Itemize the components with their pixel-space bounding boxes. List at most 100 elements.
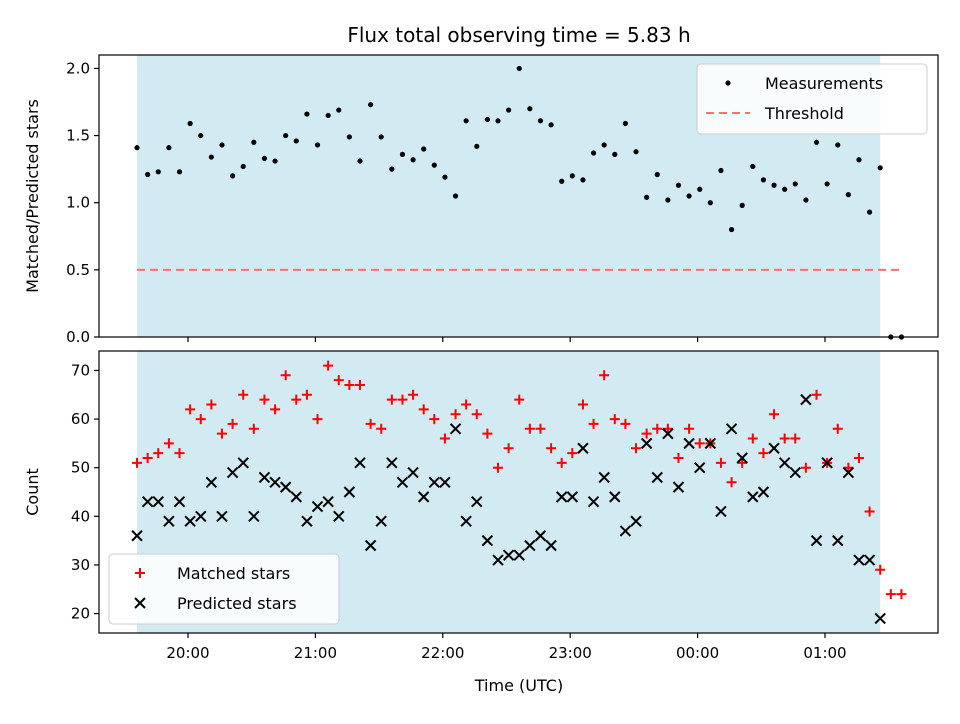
predicted-point — [725, 423, 738, 435]
measurement-point — [325, 112, 331, 119]
predicted-point — [598, 471, 610, 484]
matched-point — [853, 452, 864, 463]
predicted-point — [343, 486, 356, 498]
matched-point — [535, 423, 546, 434]
measurement-point — [155, 169, 161, 175]
predicted-point — [694, 461, 706, 474]
matched-point — [153, 448, 164, 459]
y-tick-label: 20 — [71, 605, 90, 623]
predicted-point — [226, 466, 239, 479]
measurement-point — [516, 65, 522, 72]
matched-point — [227, 418, 238, 429]
predicted-point — [248, 510, 260, 523]
measurement-point — [251, 139, 257, 145]
predicted-point — [354, 457, 366, 469]
predicted-point — [396, 476, 409, 488]
predicted-point — [630, 515, 642, 527]
measurement-point — [803, 197, 809, 203]
y-tick-label: 1.5 — [66, 127, 90, 145]
measurement-point — [463, 118, 469, 124]
measurement-point — [452, 193, 459, 199]
predicted-point — [577, 442, 589, 454]
matched-point — [567, 448, 578, 459]
y-tick-label: 30 — [71, 556, 90, 574]
measurement-point — [283, 132, 289, 139]
measurement-point — [537, 118, 544, 124]
measurement-point — [378, 134, 384, 140]
measurement-point — [739, 202, 745, 208]
predicted-point — [163, 515, 175, 527]
matched-point — [811, 389, 822, 400]
predicted-point — [545, 539, 557, 552]
measurement-point — [506, 107, 512, 113]
matched-point — [641, 428, 652, 439]
matched-point — [609, 414, 620, 425]
measurement-point — [559, 178, 565, 184]
measurement-point — [421, 146, 427, 152]
matched-point — [248, 423, 259, 434]
predicted-point — [481, 534, 494, 547]
matched-point — [588, 418, 599, 429]
predicted-point — [131, 530, 143, 542]
predicted-point — [736, 452, 748, 464]
measurement-point — [314, 142, 321, 148]
measurement-point — [697, 186, 703, 192]
top-panel: 0.0 0.5 1.0 1.5 2.0 Matched/Predicted stars Me… — [23, 54, 939, 346]
matched-point — [132, 457, 143, 468]
measurement-point — [293, 138, 299, 144]
predicted-point — [800, 393, 812, 406]
measurement-point — [474, 143, 480, 149]
measurement-point — [622, 120, 629, 127]
matched-point — [323, 360, 334, 371]
matched-point — [482, 428, 493, 439]
chart-title: Flux total observing time = 5.83 h — [347, 23, 690, 47]
matched-point — [875, 564, 886, 575]
y-tick-label: 60 — [71, 410, 90, 428]
predicted-point — [460, 515, 472, 527]
measurement-point — [442, 174, 448, 180]
predicted-point — [757, 486, 770, 498]
legend-dot-icon — [725, 80, 731, 86]
predicted-point — [364, 539, 377, 552]
predicted-point — [237, 457, 249, 469]
measurement-point — [346, 134, 352, 140]
measurement-point — [590, 150, 597, 156]
measurement-point — [866, 209, 873, 215]
measurement-point — [675, 182, 682, 188]
predicted-point — [832, 534, 844, 547]
measurement-point — [782, 186, 788, 192]
predicted-point — [715, 505, 727, 518]
predicted-point — [609, 491, 621, 503]
measurement-point — [845, 192, 851, 198]
matched-point — [312, 414, 323, 425]
matched-point — [195, 414, 206, 425]
matched-point — [747, 433, 758, 444]
x-tick-label: 23:00 — [549, 644, 592, 662]
matched-point — [758, 448, 769, 459]
legend-box — [696, 63, 928, 135]
x-tick-label: 20:00 — [166, 644, 209, 662]
matched-point — [652, 423, 663, 434]
measurement-point — [813, 139, 820, 145]
measurement-point — [166, 145, 172, 151]
predicted-point — [322, 496, 334, 508]
measurement-point — [686, 193, 692, 199]
plot-frame — [98, 350, 939, 634]
matched-point — [790, 433, 801, 444]
predicted-point — [810, 534, 823, 547]
predicted-point — [152, 496, 164, 508]
matched-point — [333, 375, 344, 386]
predicted-point — [524, 539, 536, 552]
matched-point — [291, 394, 302, 405]
matched-point — [386, 394, 397, 405]
measurement-point — [760, 177, 767, 183]
predicted-point — [778, 457, 791, 469]
matched-point — [885, 589, 896, 600]
predicted-point — [704, 437, 717, 450]
matched-point — [270, 404, 281, 415]
predicted-point — [672, 481, 685, 493]
predicted-point — [269, 476, 281, 488]
measurement-point — [145, 171, 151, 178]
measurement-point — [495, 118, 501, 124]
matched-point — [471, 409, 482, 420]
